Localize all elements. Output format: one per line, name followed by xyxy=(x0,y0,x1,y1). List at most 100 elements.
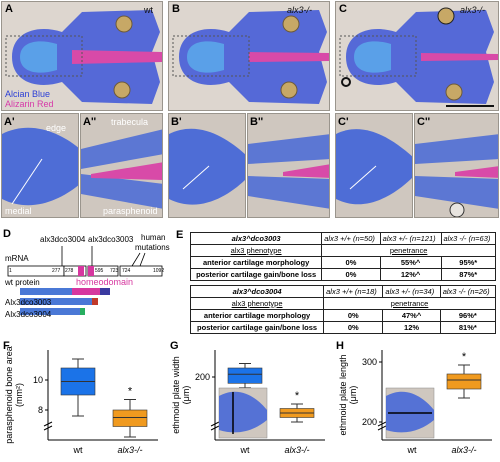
panel-label-a1: A' xyxy=(4,116,15,128)
significance-star: * xyxy=(295,390,300,402)
tick-1: 1 xyxy=(9,268,12,274)
panel-label-b2: B'' xyxy=(250,116,264,128)
y-axis-label: parasphenoid bone area xyxy=(4,346,14,444)
axis-break xyxy=(377,421,387,427)
panel-label-g: G xyxy=(170,340,179,352)
y-axis-label: ethmoid plate length xyxy=(338,354,348,435)
panel-b2-image: B'' xyxy=(247,113,330,218)
box-alx3-/- xyxy=(112,409,148,427)
genotype-label-a: wt xyxy=(144,5,153,15)
penetrance-value: 0% xyxy=(323,309,384,322)
significance-star: * xyxy=(128,386,133,398)
ethmoid-zoom-c1 xyxy=(336,114,412,217)
cartilage-stain-b xyxy=(169,2,329,110)
genotype-header: alx3 +/- (n=34) xyxy=(382,285,441,298)
panel-label-d: D xyxy=(3,228,11,240)
phenotype-name: posterior cartilage gain/bone loss xyxy=(189,268,323,281)
penetrance-table-3004: alx3^dco3004 alx3 +/+ (n=18) alx3 +/- (n… xyxy=(189,285,497,334)
panel-label-h: H xyxy=(336,340,344,352)
label-parasphenoid: parasphenoid xyxy=(103,206,158,216)
panel-label-c1: C' xyxy=(338,116,349,128)
inset-ethmoid xyxy=(219,391,267,433)
label-edge: edge xyxy=(46,123,67,133)
penetrance-value: 12%^ xyxy=(379,268,442,281)
panel-a-image: A wt Alcian Blue Alizarin Red xyxy=(1,1,163,111)
penetrance-value: 55%^ xyxy=(379,256,442,269)
panel-c-image: C alx3-/- xyxy=(335,1,499,111)
genotype-header: alx3 +/+ (n=50) xyxy=(321,232,381,245)
inset-ethmoid xyxy=(386,391,434,433)
trabecula-zoom-b2 xyxy=(248,114,329,217)
genotype-label-b: alx3-/- xyxy=(287,5,313,15)
phenotype-header: alx3 phenotype xyxy=(189,244,323,257)
panel-a1-image: A' edge medial xyxy=(1,113,79,218)
panel-label-a: A xyxy=(5,3,13,15)
label-trabecula: trabecula xyxy=(111,117,149,127)
genotype-header: alx3 -/- (n=26) xyxy=(439,285,497,298)
cartilage-stain-c xyxy=(336,2,498,110)
tick-1092: 1092 xyxy=(153,268,165,274)
box-wt xyxy=(227,367,263,384)
significance-star: * xyxy=(462,351,467,363)
allele-label-3004: alx3dco3004 xyxy=(40,235,86,244)
penetrance-value: 95%* xyxy=(440,256,496,269)
y-axis-label: (mm²) xyxy=(14,383,24,407)
axis-break xyxy=(210,425,220,431)
x-tick-label: alx3-/- xyxy=(284,445,309,455)
gene-structure-diagram xyxy=(7,246,163,315)
penetrance-value: 87%* xyxy=(440,268,496,281)
penetrance-value: 0% xyxy=(321,268,381,281)
phenotype-name: anterior cartilage morphology xyxy=(189,309,325,322)
axis-break xyxy=(43,421,53,427)
protein-3004-label: Alx3dco3004 xyxy=(5,310,52,319)
boxplot-f: 8 10 parasphenoid bone area (mm²) wt alx3-/- * xyxy=(4,346,158,455)
panel-label-e: E xyxy=(176,229,184,241)
panel-label-f: F xyxy=(3,340,10,352)
genotype-header: alx3 +/- (n=121) xyxy=(379,232,442,245)
panel-a2-image: A'' trabecula parasphenoid xyxy=(80,113,163,218)
x-tick-label: alx3-/- xyxy=(117,445,142,455)
x-tick-label: wt xyxy=(407,445,417,455)
x-tick-label: wt xyxy=(240,445,250,455)
label-medial: medial xyxy=(5,206,32,216)
wt-protein-label: wt protein xyxy=(5,278,40,287)
ethmoid-zoom-b1 xyxy=(169,114,245,217)
panel-b1-image: B' xyxy=(168,113,246,218)
cartilage-stain-a xyxy=(2,2,162,110)
human-label: human xyxy=(141,233,166,242)
ethmoid-zoom-a1 xyxy=(2,114,78,217)
penetrance-value: 12% xyxy=(382,321,441,334)
table-title: alx3^dco3003 xyxy=(189,232,323,245)
panel-c1-image: C' xyxy=(335,113,413,218)
tick-723: 723 xyxy=(110,268,119,274)
mutations-label: mutations xyxy=(135,243,170,252)
x-tick-label: wt xyxy=(73,445,83,455)
penetrance-value: 96%* xyxy=(439,309,497,322)
genotype-header: alx3 +/+ (n=18) xyxy=(323,285,384,298)
phenotype-header: alx3 phenotype xyxy=(189,297,325,310)
penetrance-value: 0% xyxy=(321,256,381,269)
protein-3003-label: Alx3dco3003 xyxy=(5,298,52,307)
penetrance-table-3003: alx3^dco3003 alx3 +/+ (n=50) alx3 +/- (n… xyxy=(189,232,496,281)
penetrance-value: 0% xyxy=(323,321,384,334)
panel-c2-image: C'' xyxy=(414,113,499,218)
tick-595: 595 xyxy=(95,268,104,274)
phenotype-name: anterior cartilage morphology xyxy=(189,256,323,269)
axis-break xyxy=(210,421,220,427)
y-tick-label: 200 xyxy=(195,372,210,382)
y-tick-label: 10 xyxy=(33,375,43,385)
panel-label-a2: A'' xyxy=(83,116,97,128)
trabecula-zoom-c2 xyxy=(415,114,498,217)
allele-label-3003: alx3dco3003 xyxy=(88,235,134,244)
axis-break xyxy=(377,425,387,431)
tick-278: 278 xyxy=(65,268,74,274)
homeodomain-label: homeodomain xyxy=(76,277,134,287)
penetrance-value: 81%* xyxy=(439,321,497,334)
penetrance-header: penetrance xyxy=(323,297,496,310)
table-title: alx3^dco3004 xyxy=(189,285,325,298)
panel-d: D alx3dco3004 alx3dco3003 human mutation… xyxy=(0,228,170,328)
penetrance-tables: alx3^dco3003 alx3 +/+ (n=50) alx3 +/- (n… xyxy=(189,232,497,334)
y-axis-label: (μm) xyxy=(181,386,191,405)
panel-label-c: C xyxy=(339,3,347,15)
